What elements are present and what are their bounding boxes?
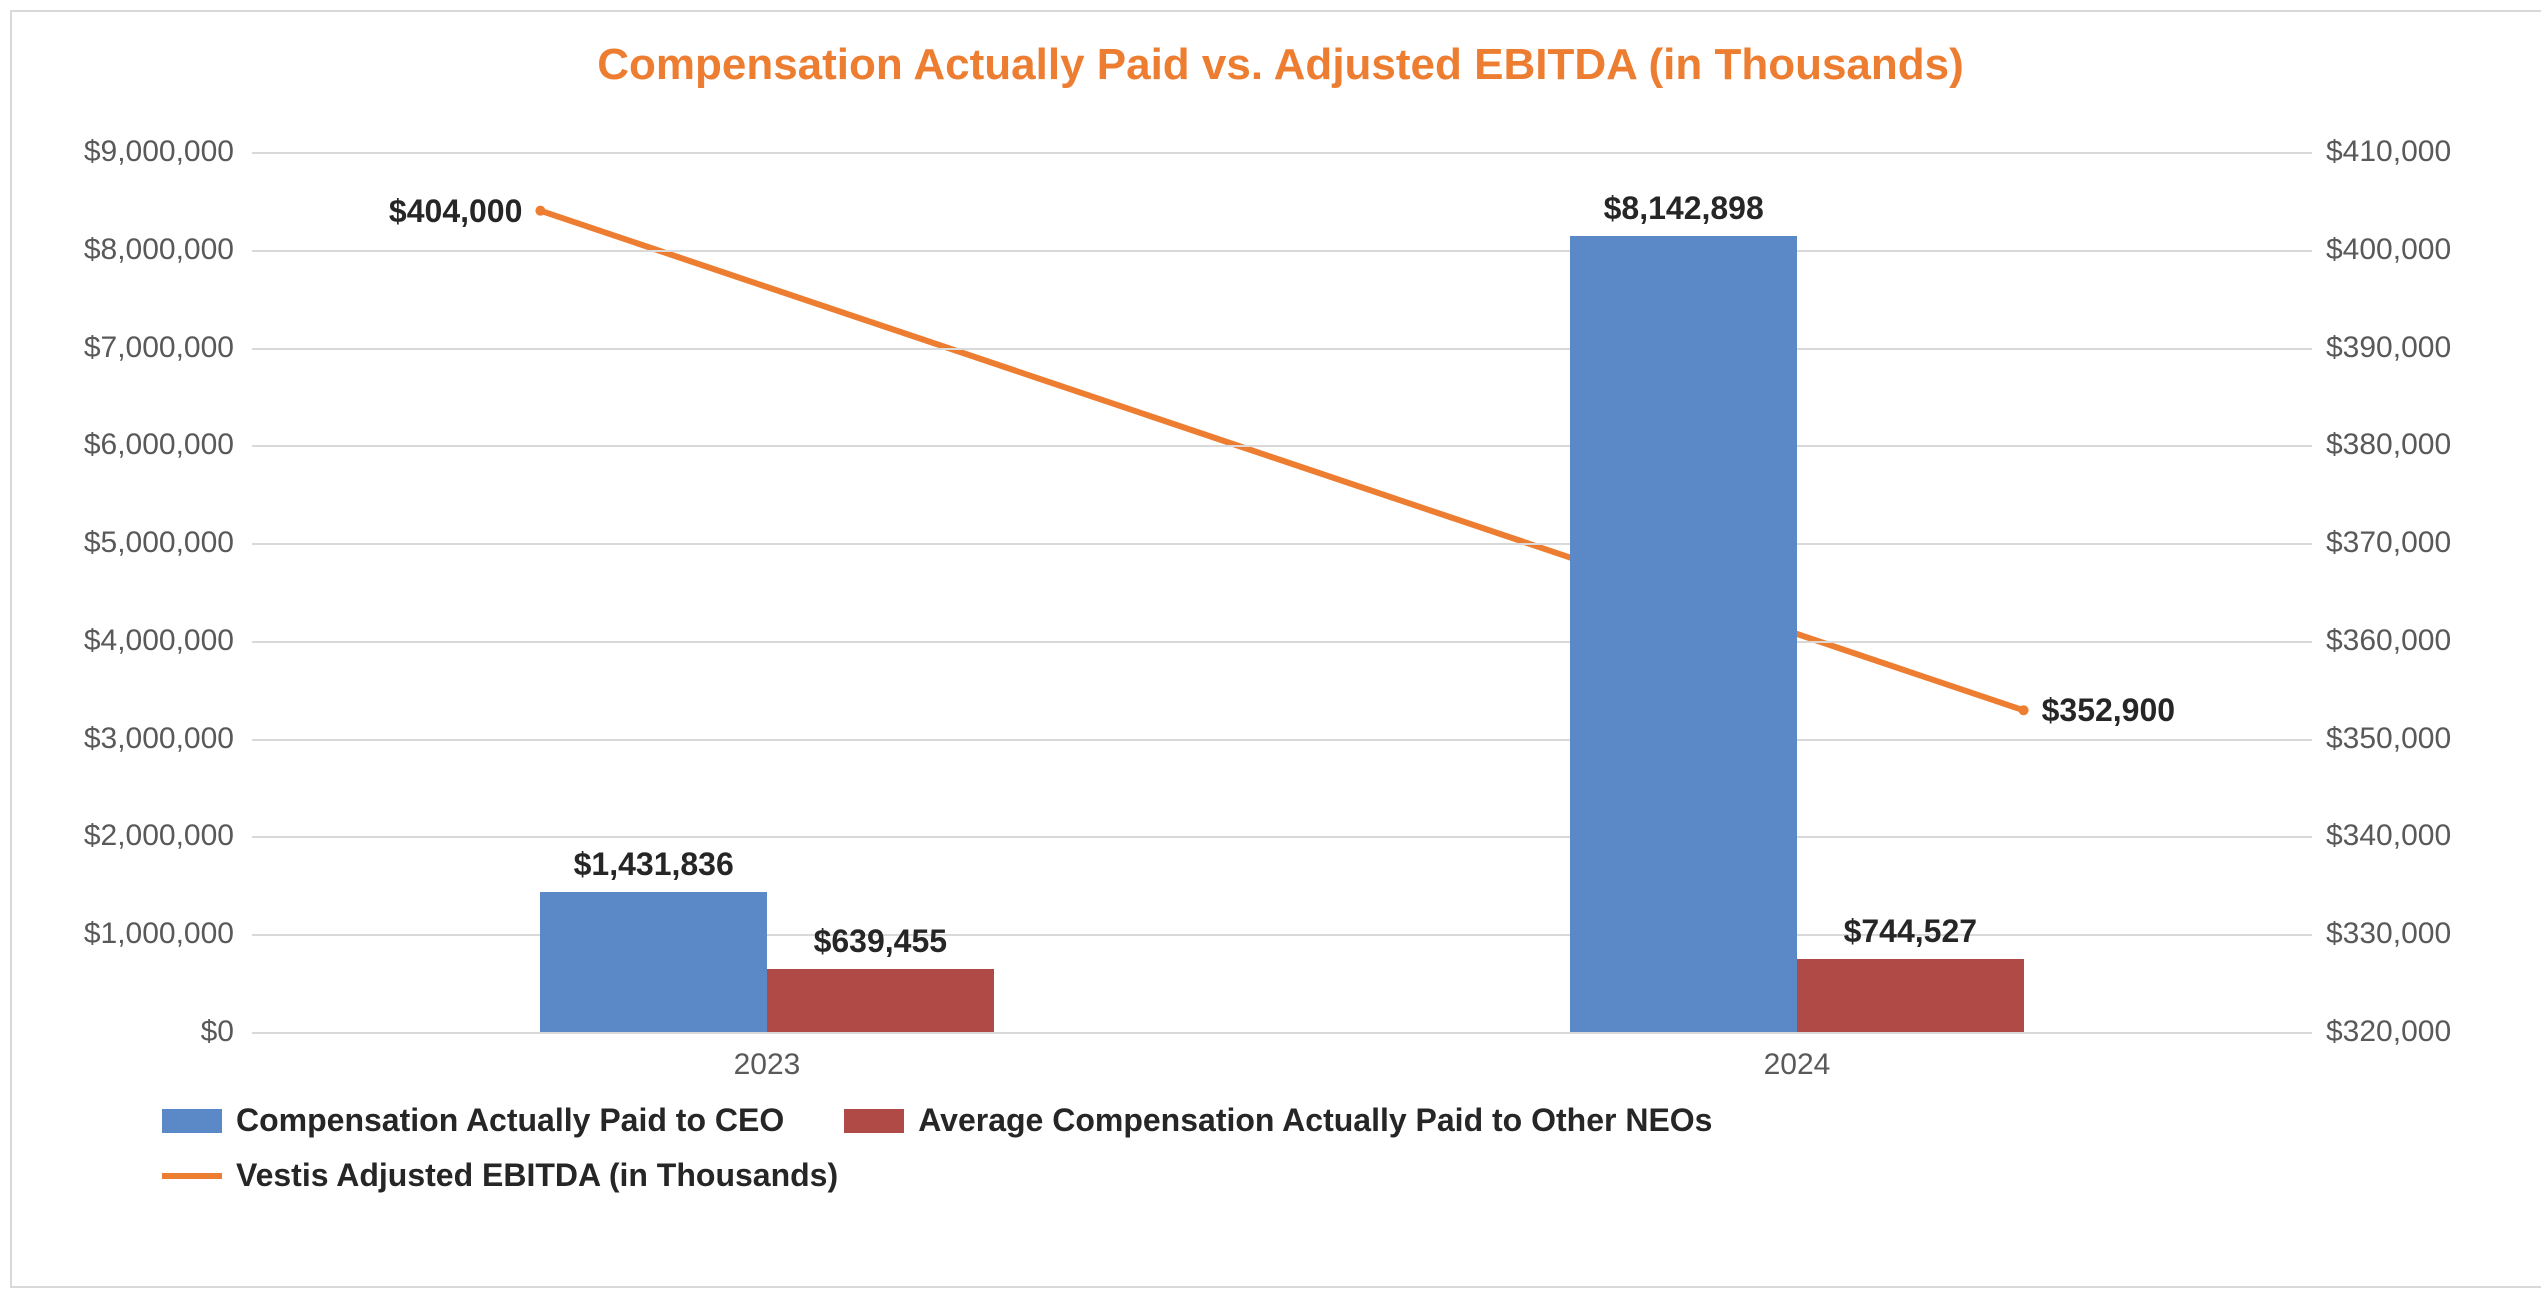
plot-area: [252, 152, 2312, 1032]
y-left-tick: $1,000,000: [84, 917, 234, 951]
gridline: [252, 836, 2312, 838]
legend-line-swatch: [162, 1173, 222, 1179]
x-tick: 2023: [687, 1048, 847, 1082]
chart-title: Compensation Actually Paid vs. Adjusted …: [12, 40, 2541, 90]
y-left-tick: $8,000,000: [84, 233, 234, 267]
y-right-tick: $340,000: [2326, 819, 2451, 853]
gridline: [252, 152, 2312, 154]
y-right-tick: $350,000: [2326, 722, 2451, 756]
gridline: [252, 1032, 2312, 1034]
gridline: [252, 739, 2312, 741]
line-data-label: $404,000: [262, 193, 522, 230]
bar: [767, 969, 994, 1032]
y-right-tick: $400,000: [2326, 233, 2451, 267]
y-right-tick: $380,000: [2326, 428, 2451, 462]
chart-container: Compensation Actually Paid vs. Adjusted …: [10, 10, 2541, 1288]
legend-swatch: [844, 1109, 904, 1133]
legend-label: Compensation Actually Paid to CEO: [236, 1102, 784, 1139]
y-left-tick: $2,000,000: [84, 819, 234, 853]
bar-data-label: $1,431,836: [514, 846, 794, 883]
bar: [1570, 236, 1797, 1032]
legend-item: Compensation Actually Paid to CEO: [162, 1102, 784, 1139]
gridline: [252, 348, 2312, 350]
y-right-tick: $410,000: [2326, 135, 2451, 169]
legend-label: Average Compensation Actually Paid to Ot…: [918, 1102, 1712, 1139]
y-right-tick: $390,000: [2326, 331, 2451, 365]
legend: Compensation Actually Paid to CEO Average…: [162, 1102, 2402, 1212]
y-right-tick: $370,000: [2326, 526, 2451, 560]
y-left-tick: $0: [201, 1015, 234, 1049]
y-left-tick: $3,000,000: [84, 722, 234, 756]
legend-item: Average Compensation Actually Paid to Ot…: [844, 1102, 1712, 1139]
bar-data-label: $744,527: [1770, 913, 2050, 950]
y-right-tick: $320,000: [2326, 1015, 2451, 1049]
y-left-tick: $7,000,000: [84, 331, 234, 365]
legend-swatch: [162, 1109, 222, 1133]
y-left-tick: $6,000,000: [84, 428, 234, 462]
line-data-label: $352,900: [2042, 692, 2302, 729]
gridline: [252, 543, 2312, 545]
y-right-tick: $360,000: [2326, 624, 2451, 658]
y-right-tick: $330,000: [2326, 917, 2451, 951]
line-marker: [535, 206, 545, 216]
bar: [540, 892, 767, 1032]
gridline: [252, 250, 2312, 252]
legend-label: Vestis Adjusted EBITDA (in Thousands): [236, 1157, 838, 1194]
gridline: [252, 641, 2312, 643]
x-tick: 2024: [1717, 1048, 1877, 1082]
y-left-tick: $9,000,000: [84, 135, 234, 169]
bar: [1797, 959, 2024, 1032]
y-left-tick: $5,000,000: [84, 526, 234, 560]
y-left-tick: $4,000,000: [84, 624, 234, 658]
ebitda-line: [540, 211, 2023, 711]
legend-item: Vestis Adjusted EBITDA (in Thousands): [162, 1157, 838, 1194]
bar-data-label: $639,455: [740, 923, 1020, 960]
gridline: [252, 445, 2312, 447]
bar-data-label: $8,142,898: [1544, 190, 1824, 227]
line-marker: [2019, 705, 2029, 715]
